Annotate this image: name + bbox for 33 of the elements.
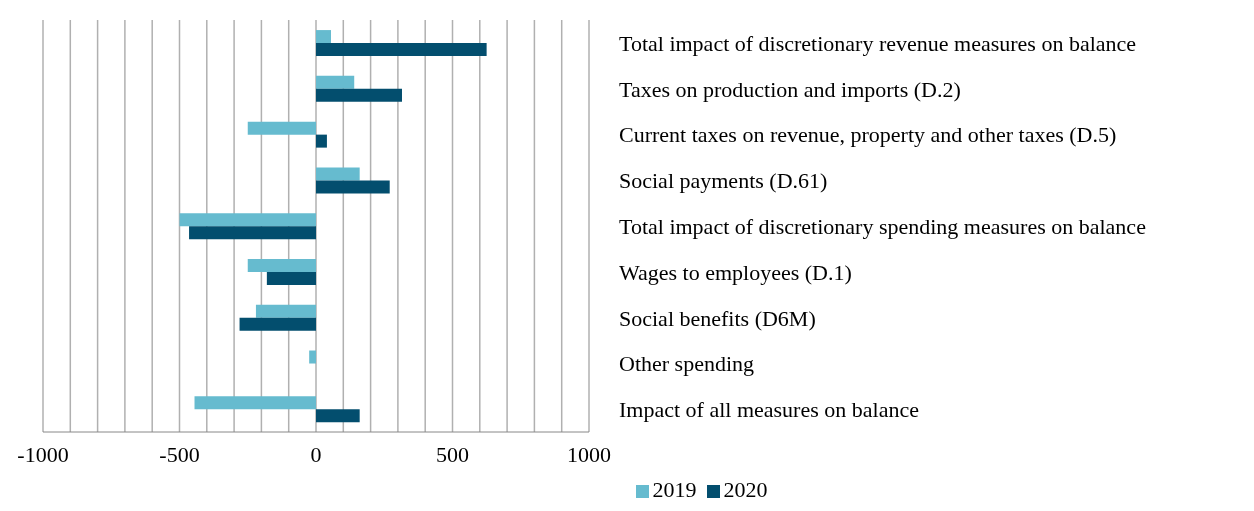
y-tick-label: Total impact of discretionary revenue measures on balance bbox=[619, 30, 1137, 56]
x-tick-label: 0 bbox=[310, 441, 322, 467]
bar bbox=[194, 396, 316, 410]
y-tick-label: Social benefits (D6M) bbox=[619, 305, 816, 331]
legend-label: 2020 bbox=[723, 477, 768, 502]
x-tick-label: -1000 bbox=[17, 441, 69, 467]
x-tick-label: -500 bbox=[159, 441, 200, 467]
bar bbox=[316, 409, 360, 423]
bar bbox=[316, 75, 355, 89]
bar bbox=[316, 30, 332, 44]
bar bbox=[189, 226, 316, 240]
y-tick-label: Taxes on production and imports (D.2) bbox=[619, 76, 961, 102]
bar bbox=[255, 304, 316, 318]
y-tick-label: Social payments (D.61) bbox=[619, 168, 828, 194]
bar bbox=[316, 167, 360, 181]
y-tick-label: Current taxes on revenue, property and other taxes (D.5) bbox=[619, 122, 1117, 148]
bar bbox=[316, 88, 402, 102]
x-tick-label: 1000 bbox=[567, 441, 611, 467]
y-tick-label: Impact of all measures on balance bbox=[619, 397, 919, 423]
bar bbox=[316, 134, 327, 148]
x-tick-label: 500 bbox=[436, 441, 469, 467]
bar bbox=[239, 317, 316, 331]
legend-label: 2019 bbox=[652, 477, 697, 502]
bar bbox=[247, 258, 316, 272]
y-tick-label: Total impact of discretionary spending measures on balance bbox=[619, 214, 1146, 239]
bar bbox=[309, 350, 316, 364]
y-tick-label: Wages to employees (D.1) bbox=[619, 259, 852, 285]
bar bbox=[316, 43, 487, 57]
bar bbox=[316, 180, 390, 194]
bar bbox=[179, 213, 316, 227]
bar bbox=[247, 121, 316, 135]
y-tick-label: Other spending bbox=[619, 351, 755, 377]
bar bbox=[266, 271, 316, 285]
